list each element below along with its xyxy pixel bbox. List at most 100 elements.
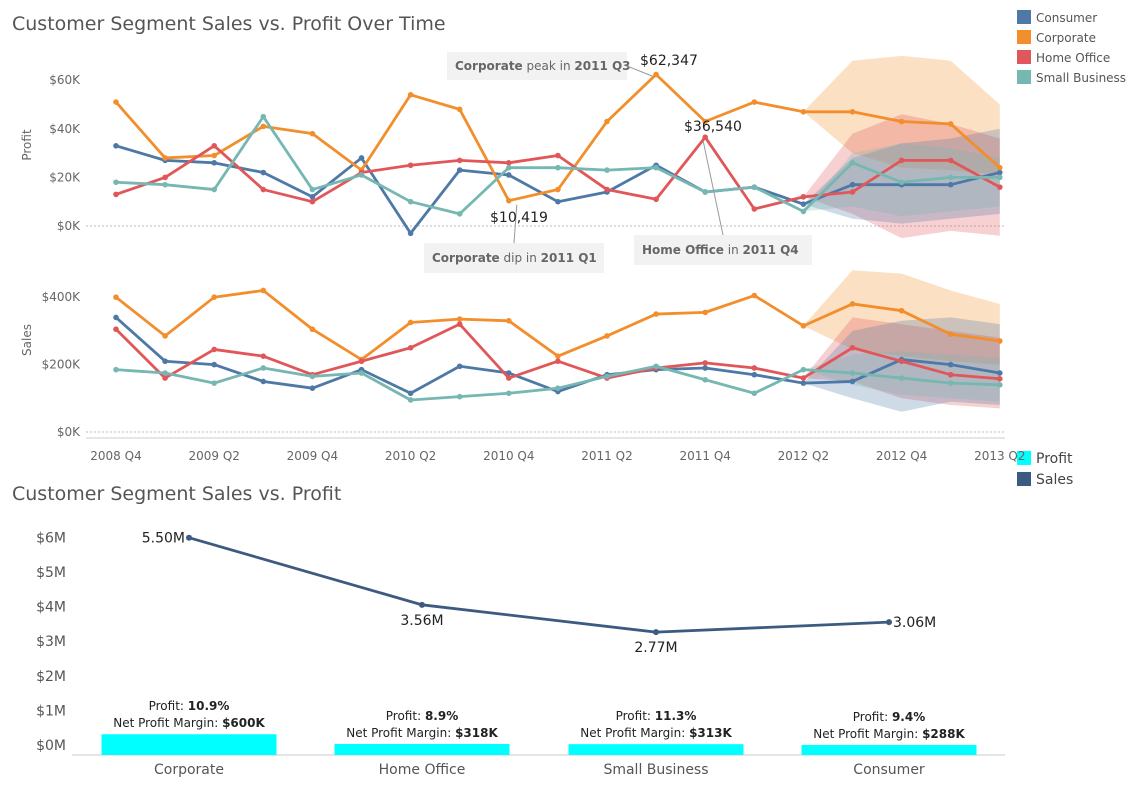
data-point[interactable] (849, 370, 856, 376)
data-point[interactable] (309, 186, 316, 193)
data-point[interactable] (849, 108, 856, 115)
data-point[interactable] (211, 143, 217, 149)
data-point[interactable] (113, 179, 119, 186)
data-point[interactable] (555, 186, 561, 193)
profit-bar[interactable] (101, 734, 277, 755)
data-point[interactable] (456, 363, 463, 370)
legend-item-consumer[interactable]: Consumer (1017, 10, 1097, 25)
data-point[interactable] (702, 134, 708, 141)
legend-item-corporate[interactable]: Corporate (1017, 30, 1096, 45)
data-point[interactable] (407, 91, 414, 98)
data-point[interactable] (407, 198, 414, 205)
data-point[interactable] (162, 174, 168, 181)
data-point[interactable] (309, 130, 316, 137)
data-point[interactable] (506, 164, 512, 171)
data-point[interactable] (309, 326, 316, 333)
data-point[interactable] (751, 99, 758, 105)
data-point[interactable] (751, 184, 758, 190)
legend-item-small-business[interactable]: Small Business (1017, 70, 1126, 85)
data-point[interactable] (751, 206, 758, 212)
data-point[interactable] (604, 373, 610, 380)
data-point[interactable] (211, 152, 217, 159)
data-point[interactable] (456, 211, 463, 217)
data-point[interactable] (997, 169, 1003, 176)
data-point[interactable] (113, 366, 119, 373)
data-point[interactable] (260, 365, 267, 371)
legend-item-sales[interactable]: Sales (1017, 472, 1073, 488)
data-point[interactable] (555, 358, 561, 365)
data-point[interactable] (800, 380, 807, 386)
data-point[interactable] (113, 294, 119, 301)
legend-item-profit[interactable]: Profit (1017, 451, 1073, 467)
data-point[interactable] (800, 201, 807, 207)
data-point[interactable] (898, 358, 905, 365)
data-point[interactable] (751, 292, 758, 299)
data-point[interactable] (849, 344, 856, 351)
data-point[interactable] (702, 309, 708, 316)
data-point[interactable] (997, 338, 1003, 344)
data-point[interactable] (358, 358, 365, 365)
data-point[interactable] (113, 314, 119, 321)
data-point[interactable] (800, 108, 807, 115)
legend-item-home-office[interactable]: Home Office (1017, 50, 1110, 65)
data-point[interactable] (211, 160, 217, 166)
data-point[interactable] (162, 333, 168, 339)
data-point[interactable] (407, 319, 414, 326)
data-point[interactable] (800, 208, 807, 215)
data-point[interactable] (849, 181, 856, 188)
data-point[interactable] (702, 189, 708, 195)
data-point[interactable] (407, 390, 414, 397)
data-point[interactable] (997, 184, 1003, 190)
data-point[interactable] (751, 371, 758, 378)
data-point[interactable] (997, 164, 1003, 171)
data-point[interactable] (358, 155, 365, 161)
data-point[interactable] (407, 344, 414, 351)
data-point[interactable] (211, 380, 217, 386)
data-point[interactable] (456, 393, 463, 400)
data-point[interactable] (604, 118, 610, 125)
data-point[interactable] (162, 358, 168, 365)
data-point[interactable] (309, 198, 316, 205)
data-point[interactable] (260, 123, 267, 130)
data-point[interactable] (456, 106, 463, 113)
data-point[interactable] (898, 307, 905, 314)
data-point[interactable] (260, 113, 267, 120)
sales-point[interactable] (886, 619, 892, 626)
data-point[interactable] (849, 160, 856, 166)
data-point[interactable] (653, 196, 659, 203)
data-point[interactable] (113, 191, 119, 198)
data-point[interactable] (211, 186, 217, 193)
data-point[interactable] (162, 375, 168, 381)
data-point[interactable] (800, 194, 807, 200)
data-point[interactable] (653, 363, 659, 370)
data-point[interactable] (555, 385, 561, 391)
data-point[interactable] (800, 366, 807, 373)
data-point[interactable] (456, 157, 463, 164)
data-point[interactable] (800, 375, 807, 381)
data-point[interactable] (358, 172, 365, 178)
data-point[interactable] (947, 157, 954, 164)
data-point[interactable] (260, 353, 267, 359)
data-point[interactable] (506, 172, 512, 178)
data-point[interactable] (751, 390, 758, 397)
data-point[interactable] (506, 317, 512, 324)
profit-bar[interactable] (568, 744, 744, 755)
data-point[interactable] (555, 164, 561, 171)
data-point[interactable] (113, 99, 119, 105)
data-point[interactable] (947, 174, 954, 181)
data-point[interactable] (997, 382, 1003, 388)
data-point[interactable] (947, 121, 954, 127)
sales-point[interactable] (186, 534, 192, 541)
data-point[interactable] (162, 370, 168, 376)
data-point[interactable] (113, 326, 119, 333)
data-point[interactable] (555, 152, 561, 159)
data-point[interactable] (898, 157, 905, 164)
data-point[interactable] (898, 375, 905, 381)
data-point[interactable] (947, 371, 954, 378)
data-point[interactable] (653, 164, 659, 171)
data-point[interactable] (947, 361, 954, 368)
data-point[interactable] (162, 155, 168, 161)
data-point[interactable] (653, 71, 659, 78)
data-point[interactable] (898, 179, 905, 186)
data-point[interactable] (407, 397, 414, 403)
